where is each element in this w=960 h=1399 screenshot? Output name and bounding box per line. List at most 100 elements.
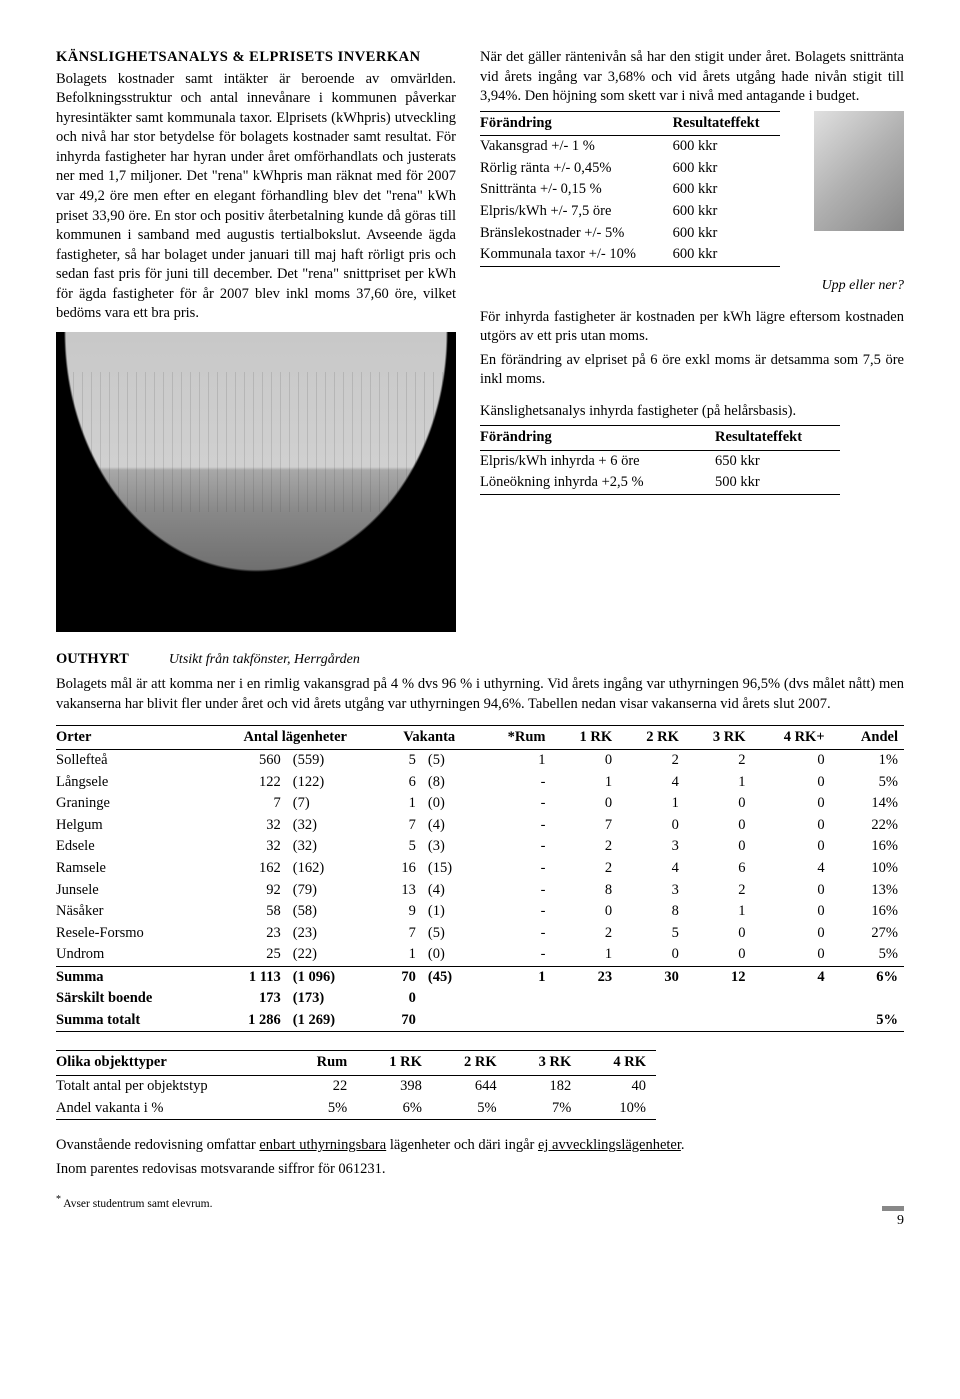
table-header: Resultateffekt (673, 111, 780, 136)
table-cell: 4 (618, 772, 685, 794)
table-cell: Summa totalt (56, 1010, 209, 1032)
table-header: Förändring (480, 111, 673, 136)
table-cell: 560 (209, 750, 287, 772)
table-header: 4 RK (581, 1051, 656, 1076)
table-header: Andel (831, 725, 904, 750)
table-cell: 2 (551, 836, 618, 858)
table-cell: (23) (287, 923, 382, 945)
table-header: Vakanta (382, 725, 477, 750)
table-cell: 1 (382, 793, 422, 815)
table-cell: 58 (209, 901, 287, 923)
table-cell: (45) (422, 966, 477, 988)
table-cell: 6 (382, 772, 422, 794)
table-cell (551, 988, 618, 1010)
stairs-image (814, 111, 904, 231)
table-cell: 7 (551, 815, 618, 837)
right-paragraph-2: För inhyrda fastigheter är kostnaden per… (480, 308, 904, 347)
table-cell: 27% (831, 923, 904, 945)
table-cell: 5% (831, 1010, 904, 1032)
table-cell: (5) (422, 750, 477, 772)
table-cell: Långsele (56, 772, 209, 794)
sensitivity-table-2: Förändring Resultateffekt Elpris/kWh inh… (480, 425, 840, 495)
table-header: 2 RK (432, 1051, 507, 1076)
table-cell: (4) (422, 880, 477, 902)
table-cell: 16% (831, 836, 904, 858)
table-cell: - (477, 793, 552, 815)
table-cell (831, 988, 904, 1010)
table-cell: Snittränta +/- 0,15 % (480, 179, 673, 201)
arch-image-caption: Utsikt från takfönster, Herrgården (169, 651, 360, 670)
table-cell: Näsåker (56, 901, 209, 923)
table-cell (752, 988, 831, 1010)
table-cell: 22 (285, 1076, 357, 1098)
table-cell: Junsele (56, 880, 209, 902)
table-cell: 4 (752, 966, 831, 988)
table-cell: 10% (831, 858, 904, 880)
table-cell: 0 (618, 815, 685, 837)
table-cell: Bränslekostnader +/- 5% (480, 223, 673, 245)
table-cell: (1 269) (287, 1010, 382, 1032)
table-cell: 40 (581, 1076, 656, 1098)
table-cell: (4) (422, 815, 477, 837)
table-cell: 0 (752, 901, 831, 923)
table-cell: 32 (209, 836, 287, 858)
table-cell: 0 (551, 793, 618, 815)
table-cell: Edsele (56, 836, 209, 858)
table-header: Resultateffekt (715, 426, 840, 451)
table-cell: Undrom (56, 944, 209, 966)
table-cell: (32) (287, 815, 382, 837)
table-cell: 6% (831, 966, 904, 988)
table-cell: - (477, 836, 552, 858)
table-cell (618, 1010, 685, 1032)
vacancy-table: Orter Antal lägenheter Vakanta *Rum 1 RK… (56, 725, 904, 1033)
table-cell: 0 (752, 836, 831, 858)
table-cell: 0 (752, 772, 831, 794)
table-cell: 5 (618, 923, 685, 945)
table-header: *Rum (477, 725, 552, 750)
table-cell: 5% (831, 944, 904, 966)
outhyrt-heading: OUTHYRT (56, 650, 129, 670)
table-cell: 5% (285, 1098, 357, 1120)
page-mark-icon (882, 1206, 904, 1211)
table-cell: Summa (56, 966, 209, 988)
table-cell: 1% (831, 750, 904, 772)
table-cell: 12 (685, 966, 752, 988)
table-cell (477, 1010, 552, 1032)
table-cell: (5) (422, 923, 477, 945)
table-header: 3 RK (685, 725, 752, 750)
table-cell: 7 (209, 793, 287, 815)
sensitivity-table-1: Förändring Resultateffekt Vakansgrad +/-… (480, 111, 780, 267)
table-cell: (7) (287, 793, 382, 815)
table-header: Antal lägenheter (209, 725, 382, 750)
table-cell: (3) (422, 836, 477, 858)
table-cell: 0 (752, 750, 831, 772)
table-cell: 0 (752, 793, 831, 815)
table-header: 1 RK (551, 725, 618, 750)
table-cell (422, 988, 477, 1010)
table-cell: 1 (685, 901, 752, 923)
table-cell: (15) (422, 858, 477, 880)
table-cell (685, 988, 752, 1010)
table-cell: 4 (618, 858, 685, 880)
object-types-table: Olika objekttyper Rum 1 RK 2 RK 3 RK 4 R… (56, 1050, 656, 1120)
table-cell: 5 (382, 836, 422, 858)
table-cell: 8 (618, 901, 685, 923)
table-cell: 3 (618, 880, 685, 902)
table-cell: 9 (382, 901, 422, 923)
table-cell: 182 (507, 1076, 582, 1098)
table-cell: 6 (685, 858, 752, 880)
table-cell: 5% (831, 772, 904, 794)
table-cell: 1 113 (209, 966, 287, 988)
table-header: 2 RK (618, 725, 685, 750)
table-cell: (0) (422, 793, 477, 815)
table-cell: Ramsele (56, 858, 209, 880)
table-cell: 162 (209, 858, 287, 880)
table-cell: 1 (551, 944, 618, 966)
table-cell: 0 (618, 944, 685, 966)
table-cell: 3 (618, 836, 685, 858)
table-cell: 22% (831, 815, 904, 837)
outhyrt-intro: Bolagets mål är att komma ner i en rimli… (56, 675, 904, 714)
table-cell: 1 (618, 793, 685, 815)
table-cell: 0 (685, 793, 752, 815)
table-cell: 2 (551, 923, 618, 945)
